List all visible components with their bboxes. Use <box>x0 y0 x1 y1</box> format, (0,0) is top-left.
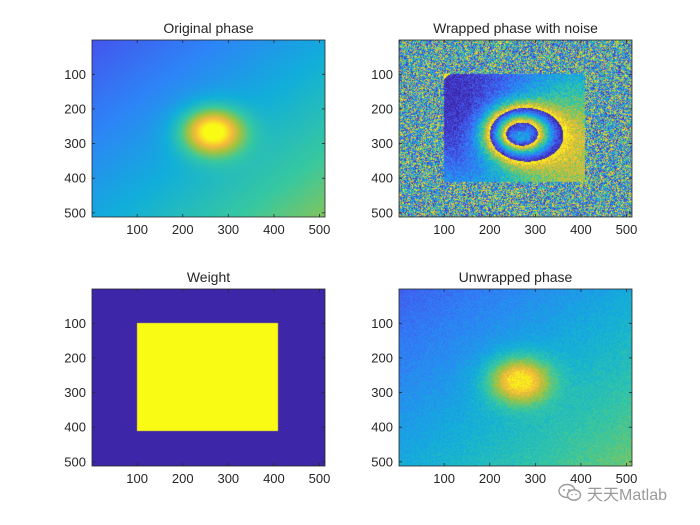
x-tick-label: 300 <box>524 222 546 237</box>
y-tick-label: 300 <box>371 136 393 151</box>
subplot-title: Original phase <box>163 20 253 36</box>
subplot-title: Weight <box>187 269 230 285</box>
x-tick-label: 500 <box>616 222 638 237</box>
y-tick-label: 500 <box>371 205 393 220</box>
y-tick-label: 400 <box>371 420 393 435</box>
x-tick-label: 100 <box>126 222 148 237</box>
axes-box <box>398 39 633 218</box>
watermark-text: 天天Matlab <box>587 487 668 504</box>
y-tick-label: 200 <box>371 350 393 365</box>
x-tick-label: 500 <box>309 471 331 486</box>
y-tick-label: 200 <box>64 101 86 116</box>
y-tick-label: 500 <box>64 205 86 220</box>
y-tick-label: 500 <box>64 454 86 469</box>
x-tick-label: 300 <box>217 471 239 486</box>
subplot-title: Wrapped phase with noise <box>433 20 598 36</box>
x-tick-label: 300 <box>217 222 239 237</box>
watermark: 天天Matlab <box>558 482 667 504</box>
axes-box <box>91 39 326 218</box>
y-tick-label: 300 <box>64 136 86 151</box>
y-tick-label: 100 <box>371 67 393 82</box>
y-tick-label: 400 <box>371 171 393 186</box>
x-tick-label: 100 <box>433 471 455 486</box>
y-tick-label: 200 <box>64 350 86 365</box>
y-tick-label: 100 <box>64 316 86 331</box>
y-tick-label: 400 <box>64 171 86 186</box>
x-tick-label: 400 <box>570 222 592 237</box>
x-tick-label: 400 <box>263 471 285 486</box>
heatmap-image <box>399 40 632 217</box>
y-tick-label: 500 <box>371 454 393 469</box>
y-tick-label: 300 <box>64 385 86 400</box>
heatmap-image <box>399 289 632 466</box>
x-tick-label: 300 <box>524 471 546 486</box>
x-tick-label: 100 <box>126 471 148 486</box>
y-tick-label: 100 <box>64 67 86 82</box>
subplot-1: Original phase 100 200 300 400 500 100 200 300 40… <box>64 20 330 237</box>
y-tick-label: 400 <box>64 420 86 435</box>
axes-box <box>91 288 326 467</box>
x-tick-label: 200 <box>479 222 501 237</box>
x-tick-label: 200 <box>172 471 194 486</box>
y-tick-label: 200 <box>371 101 393 116</box>
heatmap-image <box>92 40 325 217</box>
subplot-title: Unwrapped phase <box>459 269 573 285</box>
x-tick-label: 400 <box>263 222 285 237</box>
y-tick-label: 300 <box>371 385 393 400</box>
subplot-2: Wrapped phase with noise 100 200 300 400 500 1… <box>371 20 637 237</box>
x-tick-label: 500 <box>616 471 638 486</box>
x-tick-label: 400 <box>570 471 592 486</box>
subplot-3: Weight 100 200 300 400 500 100 200 300 400 500 <box>64 269 330 486</box>
x-tick-label: 100 <box>433 222 455 237</box>
heatmap-image <box>92 289 325 466</box>
subplot-4: Unwrapped phase 100 200 300 400 500 100 200 300 4… <box>371 269 637 486</box>
axes-box <box>398 288 633 467</box>
wechat-icon <box>558 483 582 501</box>
x-tick-label: 200 <box>172 222 194 237</box>
x-tick-label: 200 <box>479 471 501 486</box>
x-tick-label: 500 <box>309 222 331 237</box>
y-tick-label: 100 <box>371 316 393 331</box>
